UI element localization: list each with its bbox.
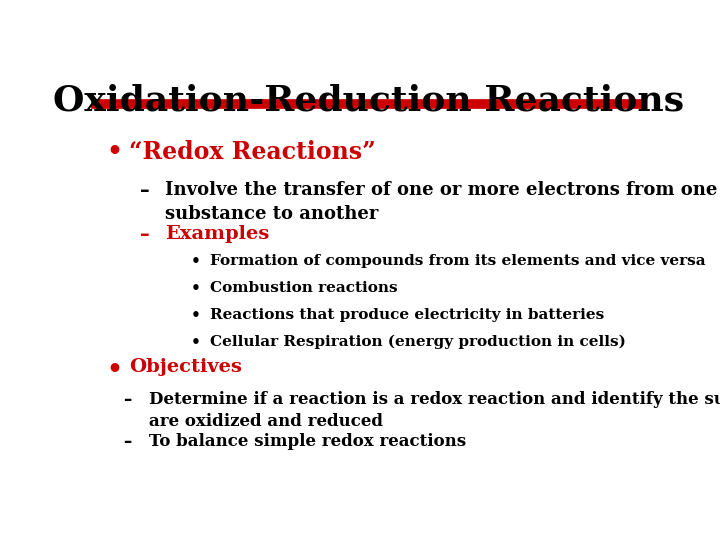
Text: Reactions that produce electricity in batteries: Reactions that produce electricity in ba… bbox=[210, 308, 604, 322]
Text: •: • bbox=[107, 140, 122, 164]
Text: Oxidation-Reduction Reactions: Oxidation-Reduction Reactions bbox=[53, 84, 685, 118]
Text: –: – bbox=[124, 433, 132, 451]
Text: –: – bbox=[140, 225, 150, 244]
Text: “Redox Reactions”: “Redox Reactions” bbox=[129, 140, 376, 164]
Text: –: – bbox=[140, 181, 150, 200]
Text: To balance simple redox reactions: To balance simple redox reactions bbox=[148, 433, 466, 450]
Text: •: • bbox=[107, 358, 122, 382]
Text: Cellular Respiration (energy production in cells): Cellular Respiration (energy production … bbox=[210, 335, 626, 349]
Text: •: • bbox=[190, 335, 200, 350]
Text: Objectives: Objectives bbox=[129, 358, 242, 376]
Text: •: • bbox=[190, 308, 200, 323]
Text: Formation of compounds from its elements and vice versa: Formation of compounds from its elements… bbox=[210, 254, 706, 268]
Text: Combustion reactions: Combustion reactions bbox=[210, 281, 397, 295]
Text: Involve the transfer of one or more electrons from one
substance to another: Involve the transfer of one or more elec… bbox=[166, 181, 718, 223]
Text: –: – bbox=[124, 391, 132, 409]
Text: •: • bbox=[190, 254, 200, 269]
Text: •: • bbox=[190, 281, 200, 296]
Text: Determine if a reaction is a redox reaction and identify the substances that
are: Determine if a reaction is a redox react… bbox=[148, 391, 720, 430]
Text: Examples: Examples bbox=[166, 225, 269, 243]
